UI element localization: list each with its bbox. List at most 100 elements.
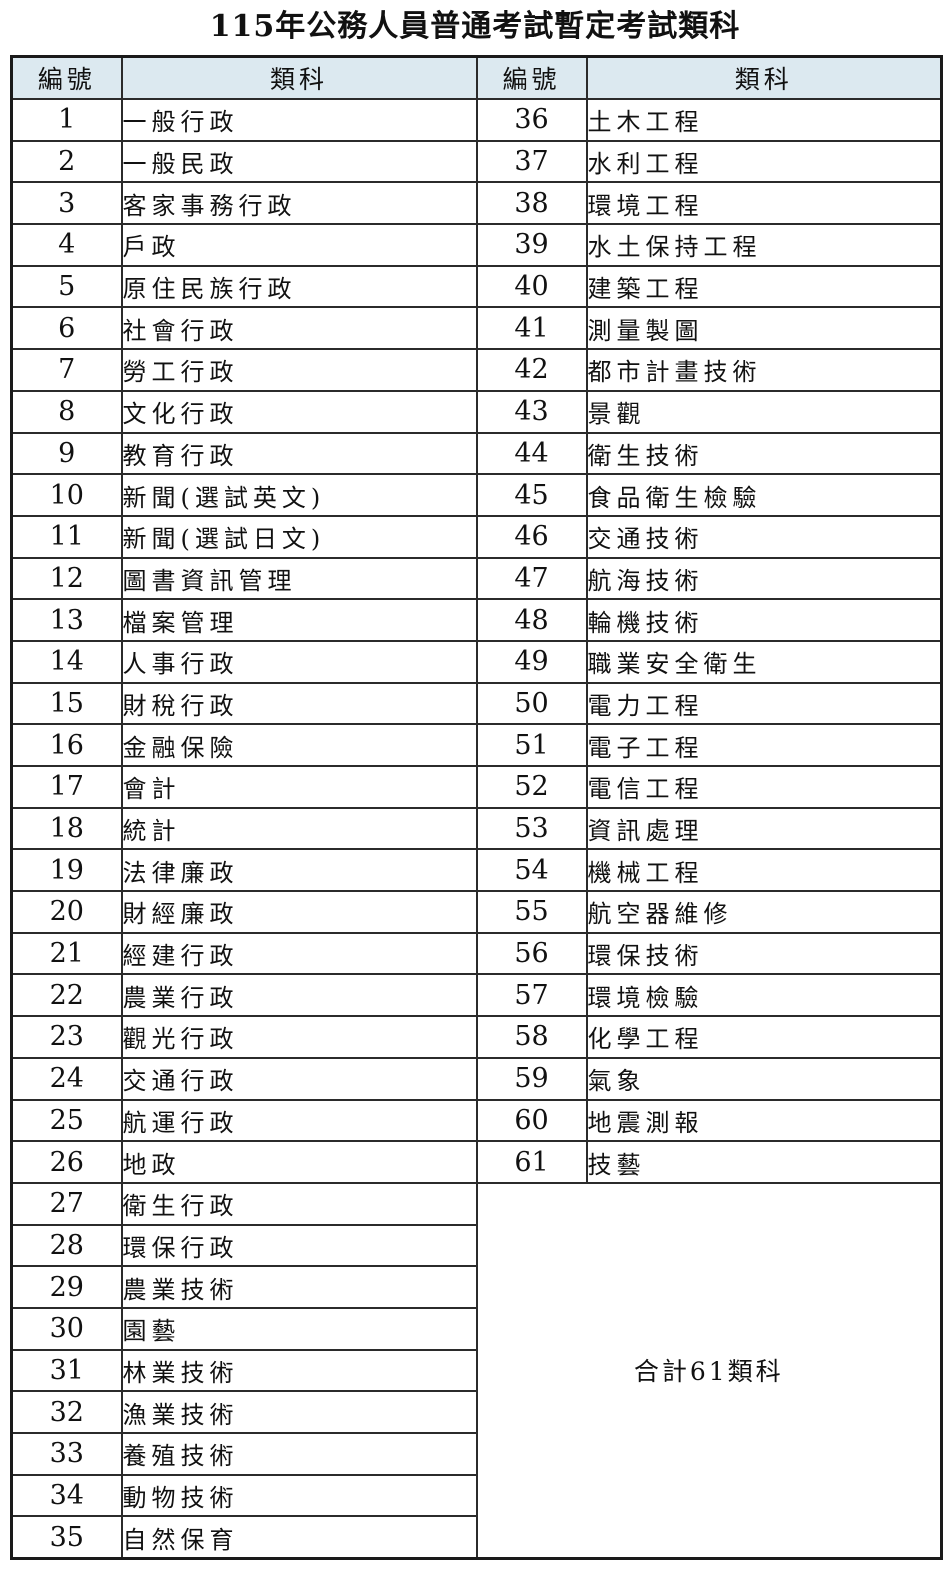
category-cell: 漁業技術	[120, 1390, 478, 1434]
row-number-cell: 51	[475, 723, 588, 767]
table-row: 18 統計 53 資訊處理	[10, 806, 943, 851]
table-row: 27 衛生行政 合計61類科	[10, 1181, 943, 1560]
row-number-cell: 2	[10, 139, 123, 184]
category-cell: 原住民族行政	[120, 264, 478, 309]
table-row: 19 法律廉政 54 機械工程	[10, 848, 943, 893]
col-header-number-right: 編號	[475, 55, 588, 100]
category-cell: 水利工程	[585, 139, 943, 184]
row-number-cell: 17	[10, 765, 123, 809]
category-cell: 地震測報	[585, 1098, 943, 1143]
row-number-cell: 5	[10, 264, 123, 309]
category-cell: 檔案管理	[120, 598, 478, 642]
row-number-cell: 20	[10, 890, 123, 934]
table-row: 6 社會行政 41 測量製圖	[10, 306, 943, 351]
table-header: 編號 類科 編號 類科	[10, 55, 943, 100]
row-number-cell: 15	[10, 681, 123, 726]
category-cell: 地政	[120, 1140, 478, 1184]
row-number-cell: 46	[475, 514, 588, 559]
category-cell: 新聞(選試日文)	[120, 514, 478, 559]
row-number-cell: 13	[10, 598, 123, 642]
category-cell: 一般行政	[120, 98, 478, 142]
row-number-cell: 33	[10, 1432, 123, 1476]
header-row: 編號 類科 編號 類科	[10, 55, 943, 100]
row-number-cell: 3	[10, 181, 123, 226]
table-body: 1 一般行政 36 土木工程 2 一般民政 37 水利工程 3 客家事務行政 38 環境工程 4 戶政 39…	[10, 98, 943, 1560]
table-row: 10 新聞(選試英文) 45 食品衛生檢驗	[10, 473, 943, 517]
row-number-cell: 11	[10, 514, 123, 559]
row-number-cell: 19	[10, 848, 123, 893]
table-row: 1 一般行政 36 土木工程	[10, 98, 943, 142]
category-cell: 環境工程	[585, 181, 943, 226]
row-number-cell: 57	[475, 973, 588, 1018]
row-number-cell: 28	[10, 1223, 123, 1268]
row-number-cell: 31	[10, 1348, 123, 1393]
category-cell: 電子工程	[585, 723, 943, 767]
table-row: 34 動物技術	[10, 1473, 942, 1518]
row-number-cell: 40	[475, 264, 588, 309]
row-number-cell: 27	[10, 1181, 123, 1226]
category-cell: 人事行政	[120, 639, 478, 684]
row-number-cell: 16	[10, 723, 123, 767]
table-row: 4 戶政 39 水土保持工程	[10, 223, 943, 267]
row-number-cell: 50	[475, 681, 588, 726]
category-cell: 航空器維修	[585, 890, 943, 934]
category-cell: 環保行政	[120, 1223, 478, 1268]
category-cell: 客家事務行政	[120, 181, 478, 226]
row-number-cell: 7	[10, 348, 123, 392]
category-cell: 自然保育	[120, 1515, 478, 1560]
row-number-cell: 12	[10, 556, 123, 601]
category-cell: 金融保險	[120, 723, 478, 767]
category-cell: 林業技術	[120, 1348, 478, 1393]
row-number-cell: 53	[475, 806, 588, 851]
row-number-cell: 6	[10, 306, 123, 351]
row-number-cell: 25	[10, 1098, 123, 1143]
category-cell: 電信工程	[585, 765, 943, 809]
category-cell: 勞工行政	[120, 348, 478, 392]
row-number-cell: 49	[475, 639, 588, 684]
row-number-cell: 52	[475, 765, 588, 809]
category-cell: 新聞(選試英文)	[120, 473, 478, 517]
table-row: 21 經建行政 56 環保技術	[10, 931, 943, 976]
row-number-cell: 18	[10, 806, 123, 851]
category-cell: 航海技術	[585, 556, 943, 601]
table-row: 8 文化行政 43 景觀	[10, 389, 943, 434]
table-row: 29 農業技術	[10, 1265, 942, 1309]
table-row: 3 客家事務行政 38 環境工程	[10, 181, 943, 226]
category-cell: 建築工程	[585, 264, 943, 309]
row-number-cell: 43	[475, 389, 588, 434]
row-number-cell: 32	[10, 1390, 123, 1434]
row-number-cell: 29	[10, 1265, 123, 1309]
category-cell: 圖書資訊管理	[120, 556, 478, 601]
category-cell: 衛生行政	[120, 1181, 478, 1226]
table-row: 23 觀光行政 58 化學工程	[10, 1015, 943, 1059]
category-cell: 動物技術	[120, 1473, 478, 1518]
row-number-cell: 39	[475, 223, 588, 267]
category-cell: 電力工程	[585, 681, 943, 726]
category-cell: 景觀	[585, 389, 943, 434]
category-cell: 會計	[120, 765, 478, 809]
category-cell: 交通行政	[120, 1056, 478, 1101]
category-cell: 財稅行政	[120, 681, 478, 726]
category-cell: 戶政	[120, 223, 478, 267]
category-cell: 法律廉政	[120, 848, 478, 893]
category-cell: 文化行政	[120, 389, 478, 434]
category-cell: 交通技術	[585, 514, 943, 559]
row-number-cell: 14	[10, 639, 123, 684]
category-cell: 園藝	[120, 1306, 478, 1351]
row-number-cell: 45	[475, 473, 588, 517]
row-number-cell: 9	[10, 431, 123, 476]
row-number-cell: 61	[475, 1140, 588, 1184]
table-row: 14 人事行政 49 職業安全衛生	[10, 639, 943, 684]
row-number-cell: 56	[475, 931, 588, 976]
table-row: 30 園藝	[10, 1306, 942, 1351]
row-number-cell: 48	[475, 598, 588, 642]
table-row: 31 林業技術	[10, 1348, 942, 1393]
table-row: 28 環保行政	[10, 1223, 942, 1268]
row-number-cell: 44	[475, 431, 588, 476]
summary-cell: 合計61類科	[475, 1181, 943, 1560]
category-cell: 環境檢驗	[585, 973, 943, 1018]
row-number-cell: 41	[475, 306, 588, 351]
row-number-cell: 22	[10, 973, 123, 1018]
row-number-cell: 34	[10, 1473, 123, 1518]
table-row: 16 金融保險 51 電子工程	[10, 723, 943, 767]
